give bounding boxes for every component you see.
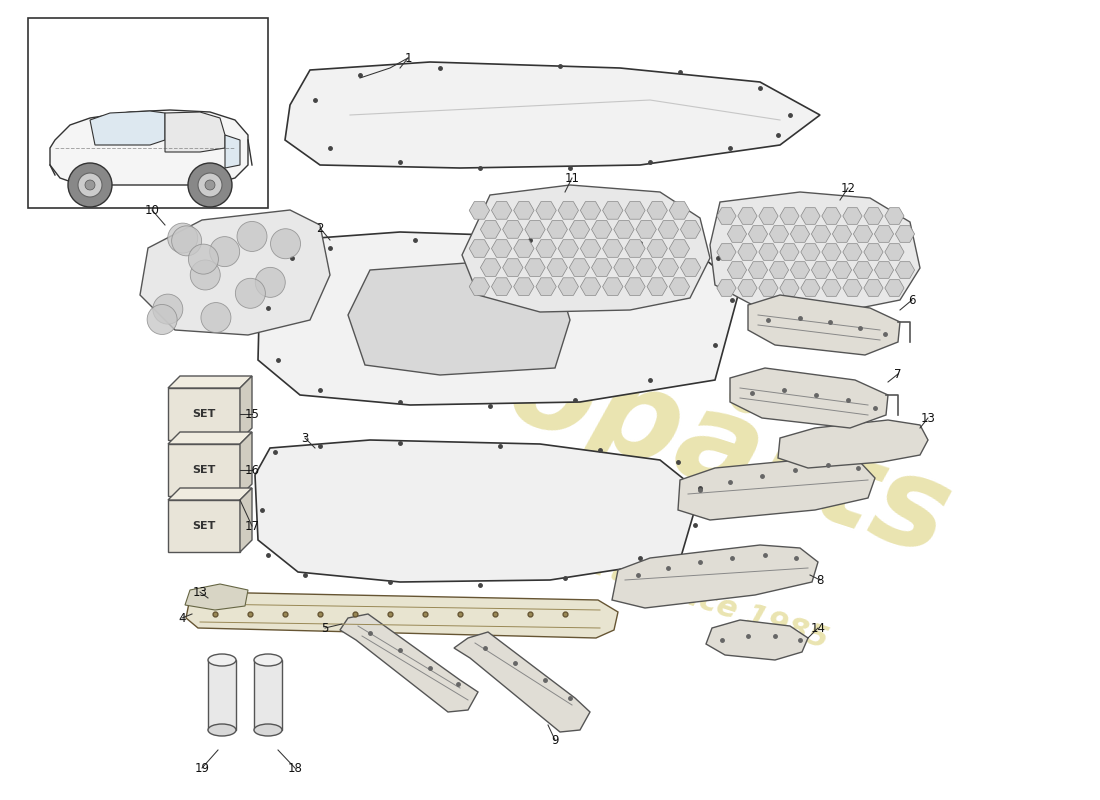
Circle shape — [235, 278, 265, 308]
Text: 4: 4 — [178, 611, 186, 625]
Ellipse shape — [208, 724, 236, 736]
Text: a passion for parts since 1985: a passion for parts since 1985 — [329, 466, 832, 654]
Polygon shape — [678, 458, 875, 520]
Ellipse shape — [254, 724, 282, 736]
Polygon shape — [226, 135, 240, 168]
Polygon shape — [340, 614, 478, 712]
Polygon shape — [348, 262, 570, 375]
Circle shape — [147, 305, 177, 334]
Bar — [168, 388, 240, 440]
Ellipse shape — [254, 654, 282, 666]
Circle shape — [271, 229, 300, 258]
Text: 6: 6 — [909, 294, 915, 306]
Bar — [28, 18, 268, 208]
Polygon shape — [165, 112, 226, 152]
Circle shape — [167, 223, 198, 253]
Polygon shape — [50, 110, 248, 185]
Circle shape — [153, 294, 183, 324]
Text: 19: 19 — [195, 762, 209, 774]
Polygon shape — [285, 62, 820, 168]
Text: 15: 15 — [244, 407, 260, 421]
Circle shape — [236, 222, 267, 251]
Polygon shape — [140, 210, 330, 335]
Bar — [254, 660, 282, 730]
Text: 17: 17 — [244, 519, 260, 533]
Polygon shape — [255, 440, 700, 582]
Polygon shape — [778, 420, 928, 468]
Text: 7: 7 — [894, 367, 902, 381]
Polygon shape — [168, 376, 252, 388]
Polygon shape — [748, 295, 900, 355]
Polygon shape — [730, 368, 888, 428]
Text: 14: 14 — [811, 622, 825, 634]
Text: 9: 9 — [551, 734, 559, 746]
Bar — [208, 660, 236, 730]
Circle shape — [78, 173, 102, 197]
Polygon shape — [90, 111, 165, 145]
Polygon shape — [710, 192, 920, 312]
Circle shape — [190, 260, 220, 290]
Text: 16: 16 — [244, 463, 260, 477]
Polygon shape — [168, 488, 252, 500]
Text: 5: 5 — [321, 622, 329, 634]
Ellipse shape — [208, 654, 236, 666]
Text: 8: 8 — [816, 574, 824, 586]
Circle shape — [68, 163, 112, 207]
Circle shape — [198, 173, 222, 197]
Polygon shape — [168, 432, 252, 444]
Text: 13: 13 — [192, 586, 208, 598]
Text: 11: 11 — [564, 171, 580, 185]
Text: 18: 18 — [287, 762, 303, 774]
Bar — [168, 500, 240, 552]
Text: europårts: europårts — [271, 238, 969, 582]
Circle shape — [201, 302, 231, 333]
Circle shape — [188, 244, 219, 274]
Text: 12: 12 — [840, 182, 856, 194]
Polygon shape — [240, 432, 252, 496]
Text: SET: SET — [192, 521, 216, 531]
Text: SET: SET — [192, 409, 216, 419]
Circle shape — [188, 163, 232, 207]
Polygon shape — [240, 488, 252, 552]
Circle shape — [210, 237, 240, 266]
Text: 10: 10 — [144, 203, 159, 217]
Polygon shape — [462, 185, 710, 312]
Polygon shape — [186, 592, 618, 638]
Text: 2: 2 — [317, 222, 323, 234]
Bar — [168, 444, 240, 496]
Circle shape — [85, 180, 95, 190]
Polygon shape — [454, 632, 590, 732]
Polygon shape — [706, 620, 808, 660]
Circle shape — [255, 267, 285, 298]
Polygon shape — [240, 376, 252, 440]
Text: SET: SET — [192, 465, 216, 475]
Circle shape — [205, 180, 214, 190]
Circle shape — [172, 226, 201, 256]
Text: 1: 1 — [405, 51, 411, 65]
Text: 3: 3 — [301, 431, 309, 445]
Polygon shape — [258, 232, 740, 405]
Polygon shape — [612, 545, 818, 608]
Polygon shape — [185, 584, 248, 610]
Text: 13: 13 — [921, 411, 935, 425]
